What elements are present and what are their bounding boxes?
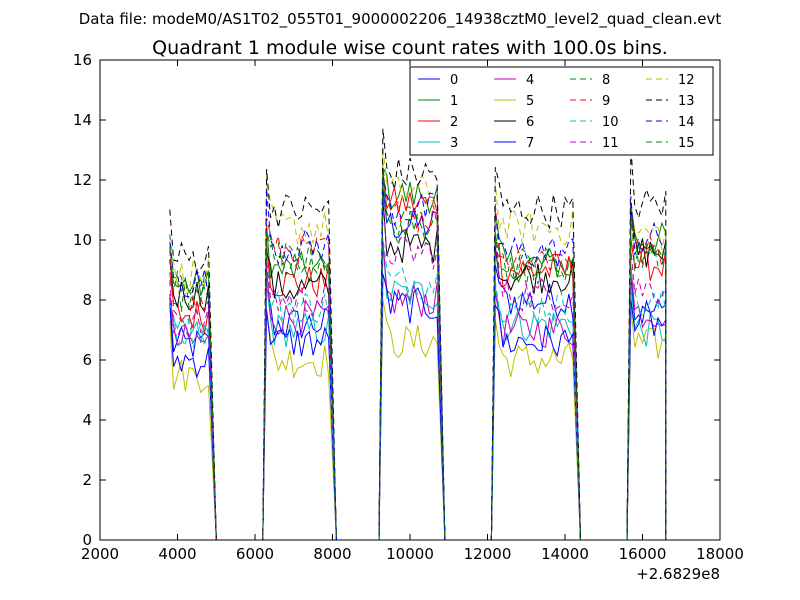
x-tick-label: 10000 (386, 545, 434, 563)
x-tick-label: 4000 (158, 545, 196, 563)
series-line-5 (169, 299, 667, 540)
legend-label-0: 0 (450, 73, 458, 88)
y-tick-label: 8 (82, 291, 92, 309)
y-tick-label: 16 (73, 51, 92, 69)
y-tick-label: 10 (73, 231, 92, 249)
axis-ticks: 2000 4000 6000 8000 10000 12000 14000 16000 1800… (73, 51, 744, 563)
legend-label-12: 12 (678, 73, 695, 88)
legend-label-6: 6 (526, 115, 534, 130)
series-line-13 (169, 128, 667, 540)
legend-label-15: 15 (678, 136, 695, 151)
legend-box (409, 66, 714, 156)
chart-title: Quadrant 1 module wise count rates with … (152, 37, 668, 59)
series-line-7 (169, 273, 667, 540)
series-line-4 (169, 240, 667, 540)
legend-label-10: 10 (602, 115, 619, 130)
y-tick-label: 2 (82, 471, 92, 489)
legend-label-2: 2 (450, 115, 458, 130)
legend-label-3: 3 (450, 136, 458, 151)
x-tick-label: 18000 (696, 545, 744, 563)
series-line-15 (169, 171, 667, 540)
legend-label-9: 9 (602, 94, 610, 109)
series-layer (169, 128, 667, 540)
y-tick-label: 12 (73, 171, 92, 189)
figure-suptitle: Data file: modeM0/AS1T02_055T01_90000022… (79, 10, 722, 29)
x-tick-label: 16000 (619, 545, 667, 563)
y-tick-label: 14 (73, 111, 92, 129)
series-line-9 (169, 172, 667, 540)
legend-label-4: 4 (526, 73, 534, 88)
series-line-1 (169, 166, 667, 540)
series-line-14 (169, 175, 667, 540)
legend-label-5: 5 (526, 94, 534, 109)
x-offset-label: +2.6829e8 (636, 565, 720, 583)
series-line-11 (169, 194, 667, 540)
x-tick-label: 12000 (464, 545, 512, 563)
x-tick-label: 14000 (541, 545, 589, 563)
legend-label-1: 1 (450, 94, 458, 109)
legend-label-11: 11 (602, 136, 619, 151)
legend-label-13: 13 (678, 94, 695, 109)
series-line-10 (169, 237, 667, 540)
series-line-0 (169, 185, 667, 540)
y-tick-label: 4 (82, 411, 92, 429)
y-tick-label: 0 (82, 531, 92, 549)
x-tick-label: 2000 (81, 545, 119, 563)
y-tick-label: 6 (82, 351, 92, 369)
legend-label-14: 14 (678, 115, 695, 130)
series-line-3 (169, 241, 667, 540)
x-tick-label: 8000 (313, 545, 351, 563)
series-line-6 (169, 195, 667, 540)
legend-label-7: 7 (526, 136, 534, 151)
x-tick-label: 6000 (236, 545, 274, 563)
legend-label-8: 8 (602, 73, 610, 88)
